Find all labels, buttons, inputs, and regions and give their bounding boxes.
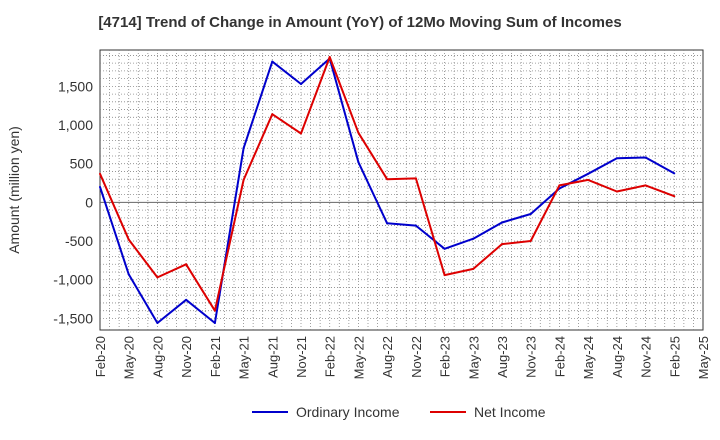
x-tick-label: May-22: [351, 336, 366, 379]
x-tick-label: Aug-21: [265, 336, 280, 378]
data-point-net-income: [443, 274, 446, 277]
plot-area: [99, 49, 704, 331]
data-point-net-income: [673, 195, 676, 198]
data-point-net-income: [558, 184, 561, 187]
data-point-ordinary-income: [529, 212, 532, 215]
data-point-ordinary-income: [501, 221, 503, 224]
y-tick-label: 500: [70, 156, 94, 172]
y-tick-label: -1,500: [53, 310, 93, 326]
data-point-ordinary-income: [185, 298, 188, 301]
x-tick-label: Aug-23: [495, 336, 510, 378]
legend-label-ordinary-income: Ordinary Income: [296, 404, 400, 420]
data-point-ordinary-income: [615, 157, 618, 160]
data-point-ordinary-income: [300, 83, 302, 86]
legend-item-ordinary-income: Ordinary Income: [252, 404, 399, 420]
data-point-net-income: [127, 238, 130, 241]
data-point-net-income: [501, 243, 503, 246]
data-point-ordinary-income: [242, 147, 245, 150]
x-tick-label: Feb-22: [323, 336, 338, 377]
x-tick-label: May-25: [696, 336, 711, 379]
data-point-net-income: [213, 309, 216, 312]
data-point-net-income: [587, 178, 590, 181]
data-point-net-income: [156, 276, 159, 279]
data-point-ordinary-income: [99, 185, 101, 188]
data-point-net-income: [644, 184, 647, 187]
data-point-net-income: [271, 113, 274, 116]
x-tick-label: Feb-20: [93, 336, 108, 377]
x-tick-label: Feb-21: [208, 336, 223, 377]
data-point-net-income: [357, 131, 360, 134]
data-point-ordinary-income: [271, 60, 274, 63]
x-tick-labels: Feb-20 May-20 Aug-20 Nov-20 Feb-21 May-21 Aug-…: [93, 336, 711, 379]
data-point-ordinary-income: [414, 224, 417, 227]
data-point-ordinary-income: [472, 237, 475, 240]
x-tick-label: May-20: [122, 336, 137, 379]
series-layer: [99, 55, 676, 325]
y-tick-label: -1,000: [53, 272, 93, 288]
data-point-ordinary-income: [156, 322, 159, 325]
x-tick-label: Nov-21: [294, 336, 309, 378]
x-tick-label: May-24: [581, 336, 596, 379]
legend-label-net-income: Net Income: [474, 404, 546, 420]
data-point-net-income: [386, 178, 389, 181]
x-tick-label: Aug-24: [610, 336, 625, 378]
y-tick-label: 1,500: [58, 78, 93, 94]
x-tick-label: Nov-23: [524, 336, 539, 378]
x-tick-label: Nov-22: [409, 336, 424, 378]
data-point-net-income: [529, 240, 532, 243]
data-point-net-income: [99, 172, 101, 175]
data-point-ordinary-income: [587, 172, 590, 175]
data-point-net-income: [472, 267, 475, 270]
data-point-ordinary-income: [673, 172, 676, 175]
legend-swatch-ordinary-income: [252, 411, 288, 413]
data-point-net-income: [300, 132, 302, 135]
x-tick-label: May-23: [466, 336, 481, 379]
x-tick-label: Nov-20: [179, 336, 194, 378]
data-point-net-income: [328, 55, 331, 58]
x-tick-label: Nov-24: [639, 336, 654, 378]
x-tick-label: Feb-23: [438, 336, 453, 377]
y-axis-label: Amount (million yen): [6, 126, 22, 254]
x-tick-label: Feb-25: [667, 336, 682, 377]
legend-swatch-net-income: [430, 411, 466, 413]
data-point-ordinary-income: [443, 247, 446, 250]
x-tick-label: Aug-20: [150, 336, 165, 378]
data-point-net-income: [615, 190, 618, 193]
data-point-ordinary-income: [644, 156, 647, 159]
y-tick-label: 0: [85, 194, 93, 210]
data-point-ordinary-income: [127, 273, 130, 276]
x-tick-label: Aug-22: [380, 336, 395, 378]
data-point-ordinary-income: [386, 222, 389, 225]
x-tick-label: May-21: [237, 336, 252, 379]
x-tick-label: Feb-24: [552, 336, 567, 377]
y-tick-label: -500: [65, 233, 93, 249]
data-point-ordinary-income: [357, 161, 360, 164]
data-point-net-income: [185, 263, 188, 266]
y-tick-label: 1,000: [58, 117, 93, 133]
y-tick-labels: -1,500 -1,000 -500 0 500 1,000 1,500: [53, 78, 93, 326]
data-point-net-income: [242, 178, 245, 181]
data-point-ordinary-income: [213, 322, 216, 325]
data-point-net-income: [414, 177, 417, 180]
legend-item-net-income: Net Income: [430, 404, 546, 420]
chart-title: [4714] Trend of Change in Amount (YoY) o…: [98, 14, 622, 31]
